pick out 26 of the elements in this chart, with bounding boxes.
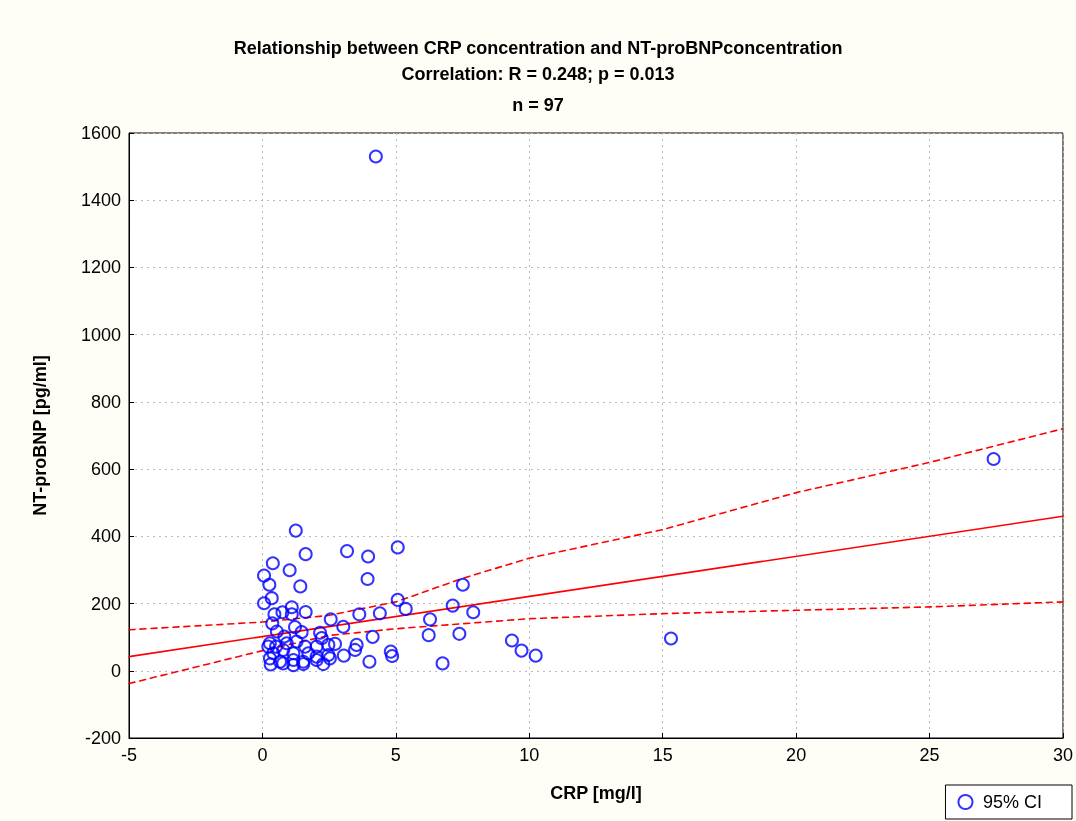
y-tick-label: 1400 <box>80 190 121 211</box>
x-tick-label: -5 <box>120 745 138 765</box>
x-tick-label: 15 <box>652 745 673 765</box>
x-axis-title: CRP [mg/l] <box>550 783 642 803</box>
y-tick-label: 800 <box>90 391 121 412</box>
x-tick-label: 0 <box>257 745 268 765</box>
y-tick-label: 0 <box>110 660 121 681</box>
y-tick-label: 200 <box>90 593 121 614</box>
x-tick-label: 10 <box>519 745 540 765</box>
y-tick-label: 600 <box>90 459 121 480</box>
y-tick-label: 400 <box>90 526 121 547</box>
x-tick-label: 25 <box>919 745 940 765</box>
y-tick-label: 1600 <box>80 123 121 143</box>
x-tick-label: 20 <box>786 745 807 765</box>
chart-title: Relationship between CRP concentration and NT-proBNPconcentration <box>233 38 843 58</box>
x-tick-label: 5 <box>390 745 401 765</box>
x-tick-label: 30 <box>1052 745 1073 765</box>
y-tick-label: 1200 <box>80 257 121 278</box>
line-series <box>128 427 1064 631</box>
legend-label: 95% CI <box>982 792 1042 812</box>
y-axis-title: NT-proBNP [pg/ml] <box>30 355 50 516</box>
text: n = 97 <box>512 95 564 115</box>
line-series <box>128 601 1064 685</box>
y-tick-label: -200 <box>84 728 121 748</box>
chart-subtitle: Correlation: R = 0.248; p = 0.013 <box>401 64 675 84</box>
y-tick-label: 1000 <box>80 324 121 345</box>
